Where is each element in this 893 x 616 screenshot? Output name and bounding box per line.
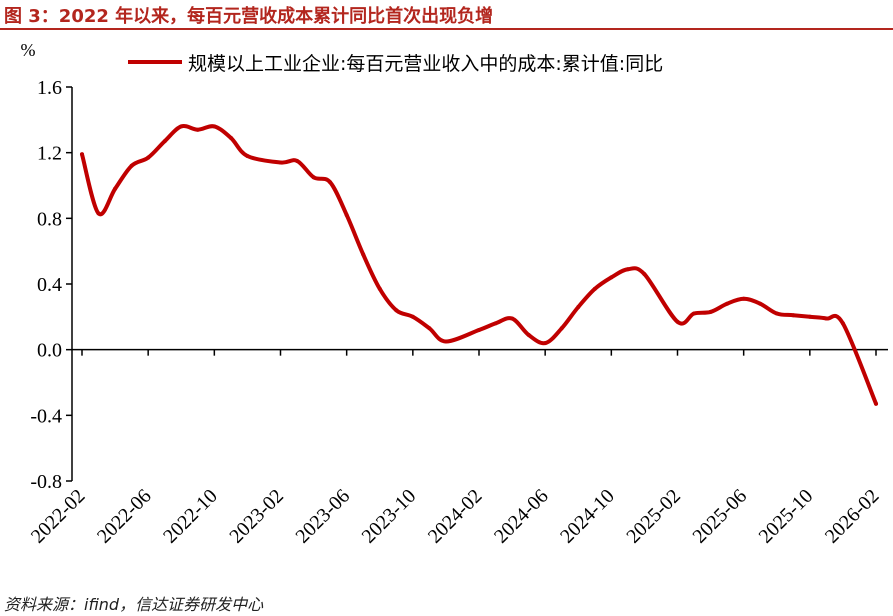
x-tick-label: 2024-06 — [490, 485, 553, 548]
legend-label: 规模以上工业企业:每百元营业收入中的成本:累计值:同比 — [188, 53, 663, 75]
data-point — [129, 163, 134, 168]
data-point — [295, 158, 299, 163]
data-point — [278, 160, 283, 165]
data-point — [807, 314, 812, 319]
x-tick-label: 2025-02 — [622, 485, 685, 548]
data-point — [708, 309, 713, 314]
data-point — [609, 275, 614, 280]
x-tick-label: 2025-06 — [689, 485, 752, 548]
data-point — [212, 124, 217, 129]
data-point — [427, 326, 432, 331]
legend: 规模以上工业企业:每百元营业收入中的成本:累计值:同比 — [128, 53, 663, 75]
y-tick-label: -0.8 — [30, 471, 62, 493]
x-tick-label: 2023-06 — [292, 485, 355, 548]
data-point — [543, 341, 548, 346]
data-point — [559, 326, 564, 331]
data-point — [245, 154, 250, 158]
line-chart: % 规模以上工业企业:每百元营业收入中的成本:累计值:同比 1.6 1.2 0.8 0… — [21, 40, 888, 548]
data-point — [344, 213, 349, 218]
y-axis: 1.6 1.2 0.8 0.4 0.0 -0.4 -0.8 — [30, 77, 73, 493]
x-tick-label: 2025-10 — [755, 485, 818, 548]
x-tick-label: 2023-10 — [358, 485, 421, 548]
y-tick-label: 1.6 — [37, 77, 62, 99]
data-point — [146, 155, 151, 160]
data-point — [576, 305, 581, 309]
data-point — [874, 401, 878, 406]
data-point — [162, 139, 167, 144]
data-point — [228, 135, 233, 140]
data-point — [443, 339, 448, 344]
data-point — [824, 316, 829, 321]
x-tick-label: 2022-10 — [159, 485, 222, 548]
y-tick-label: 0.8 — [37, 208, 62, 230]
data-point — [758, 301, 763, 306]
data-point — [692, 311, 696, 316]
data-point — [642, 272, 647, 277]
y-tick-label: 0.4 — [37, 274, 62, 296]
y-unit-label: % — [21, 40, 36, 60]
data-point — [361, 252, 366, 257]
data-point — [493, 321, 498, 326]
data-point — [741, 296, 746, 301]
x-tick-label: 2026-02 — [821, 485, 884, 548]
data-point — [377, 286, 382, 291]
data-point — [791, 313, 796, 318]
x-axis: 2022-02 2022-06 2022-10 2023-02 2023-06 2023-… — [27, 348, 888, 548]
x-tick-label: 2024-02 — [424, 485, 487, 548]
data-point — [840, 321, 845, 326]
title-rule — [0, 28, 893, 30]
plot-area — [80, 123, 878, 406]
x-tick-label: 2022-06 — [93, 485, 156, 548]
data-point — [80, 152, 84, 157]
data-point — [675, 319, 680, 324]
x-tick-label: 2024-10 — [556, 485, 619, 548]
data-point — [311, 175, 316, 180]
data-point — [195, 127, 200, 132]
series-line — [80, 123, 878, 406]
data-point — [328, 180, 333, 185]
data-point — [592, 286, 597, 291]
y-tick-label: 1.2 — [37, 143, 62, 165]
data-point — [510, 316, 515, 321]
data-point — [526, 332, 531, 337]
y-tick-label: 0.0 — [37, 340, 62, 362]
data-point — [394, 308, 399, 313]
figure-title: 图 3：2022 年以来，每百元营收成本累计同比首次出现负增 — [4, 6, 494, 27]
data-point — [625, 267, 630, 272]
data-point — [410, 314, 415, 319]
data-point — [725, 301, 730, 306]
data-point — [96, 211, 101, 216]
data-point — [179, 124, 184, 129]
data-point — [113, 186, 118, 191]
data-point — [774, 311, 779, 316]
x-tick-label: 2022-02 — [27, 485, 90, 548]
source-note: 资料来源：ifind，信达证券研发中心 — [4, 595, 264, 614]
x-tick-label: 2023-02 — [225, 485, 288, 548]
data-point — [477, 328, 481, 332]
y-tick-label: -0.4 — [30, 405, 62, 427]
